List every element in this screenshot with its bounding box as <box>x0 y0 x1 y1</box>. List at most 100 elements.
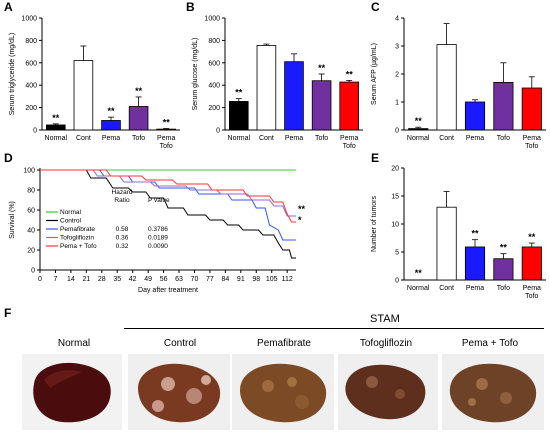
y-axis-label: Number of tumors <box>371 195 378 252</box>
y-tick-label: 0 <box>216 128 220 135</box>
y-tick-label: 20 <box>27 248 35 255</box>
photo-label-pemafibrate: Pemafibrate <box>257 338 311 349</box>
photo-label-pema-tofo: Pema + Tofo <box>461 338 519 349</box>
bar-4 <box>339 81 359 131</box>
legend-label: Control <box>60 218 82 225</box>
significance-mark: ** <box>528 232 536 242</box>
photo-label-tofogliflozin: Tofogliflozin <box>359 338 413 349</box>
y-tick-label: 0 <box>395 128 399 135</box>
category-label: Pema <box>523 285 541 292</box>
y-tick-label: 1 <box>395 100 399 107</box>
y-tick-label: 800 <box>25 38 37 45</box>
x-tick-label: 42 <box>129 276 137 283</box>
category-label: Tofo <box>497 135 510 142</box>
category-label: Normal <box>45 135 68 142</box>
p-value-header: P value <box>148 197 170 204</box>
p-value: 0.0189 <box>148 235 168 242</box>
category-label: Tofo <box>315 135 328 142</box>
legend-label: Normal <box>60 209 82 216</box>
x-tick-label: 0 <box>38 276 42 283</box>
category-label: Tofo <box>525 143 538 150</box>
chart-d-survival: 0 20 40 60 80 100 0 7 14 21 28 35 42 49 56 63 70 77 84 91 98… <box>9 168 306 295</box>
liver-photo-pema-tofo <box>442 354 544 430</box>
x-tick-label: 56 <box>160 276 168 283</box>
x-tick-label: 84 <box>221 276 229 283</box>
y-tick-label: 80 <box>27 188 35 195</box>
category-label: Pema <box>466 285 484 292</box>
panel-letter-b: B <box>186 0 195 14</box>
significance-mark: ** <box>235 88 243 98</box>
y-axis-label: Serum glucose (mg/dL) <box>192 38 199 111</box>
x-axis-label: Day after treatment <box>138 287 198 294</box>
chart-e-tumors: 0 5 10 15 20 Number of tumors ** Normal Cont ** Pe… <box>371 166 546 300</box>
y-tick-label: 200 <box>208 105 220 112</box>
y-tick-label: 100 <box>23 168 35 175</box>
x-tick-label: 105 <box>266 276 278 283</box>
bar-4 <box>521 87 542 131</box>
category-label: Pema <box>523 135 541 142</box>
significance-mark: ** <box>107 106 115 116</box>
y-tick-label: 0 <box>33 128 37 135</box>
category-label: Cont <box>439 135 454 142</box>
significance-mark: ** <box>500 243 508 253</box>
category-label: Pema <box>340 135 358 142</box>
significance-mark: ** <box>346 69 354 79</box>
y-tick-label: 15 <box>391 194 399 201</box>
significance-mark: ** <box>163 118 171 128</box>
category-label: Normal <box>407 285 430 292</box>
y-tick-label: 600 <box>208 60 220 67</box>
panel-letter-c: C <box>371 0 380 14</box>
bar-4 <box>156 128 176 131</box>
x-tick-label: 91 <box>237 276 245 283</box>
hazard-ratio-header: Hazard <box>112 189 133 196</box>
y-axis-label: Serum AFP (µg/mL) <box>371 43 378 105</box>
category-label: Tofo <box>343 143 356 150</box>
chart-b-glucose: 0 200 400 600 800 1000 Serum glucose (mg/dL) **… <box>192 16 363 150</box>
survival-line-control <box>40 169 296 259</box>
bar-2 <box>464 246 486 281</box>
bar-3 <box>128 106 149 131</box>
liver-photo-normal <box>22 354 122 430</box>
bar-3 <box>493 258 514 281</box>
y-tick-label: 0 <box>31 268 35 275</box>
category-label: Pema <box>157 135 175 142</box>
y-tick-label: 800 <box>208 38 220 45</box>
p-value: 0.3786 <box>148 226 168 233</box>
x-tick-label: 28 <box>98 276 106 283</box>
y-tick-label: 3 <box>395 44 399 51</box>
category-label: Pema <box>102 135 120 142</box>
y-tick-label: 2 <box>395 72 399 79</box>
x-tick-label: 49 <box>144 276 152 283</box>
category-label: Normal <box>407 135 430 142</box>
y-tick-label: 5 <box>395 250 399 257</box>
x-tick-label: 112 <box>282 276 293 283</box>
x-tick-label: 70 <box>191 276 199 283</box>
photo-label-control: Control <box>163 338 197 349</box>
liver-photo-tofogliflozin <box>338 354 438 430</box>
significance-mark: ** <box>415 268 423 278</box>
chart-a-triglyceride: 0 200 400 600 800 1000 Serum triglyceride (mg/… <box>9 16 180 150</box>
x-tick-label: 14 <box>67 276 75 283</box>
bar-0 <box>408 128 429 131</box>
x-tick-label: 7 <box>53 276 57 283</box>
category-label: Normal <box>228 135 251 142</box>
category-label: Tofo <box>132 135 145 142</box>
category-label: Cont <box>439 285 454 292</box>
significance-mark: ** <box>471 229 479 239</box>
significance-mark: ** <box>415 116 423 126</box>
legend-label: Tofogliflozin <box>60 235 94 242</box>
bar-1 <box>436 206 457 281</box>
liver-photo-pemafibrate <box>232 354 334 430</box>
panel-letter-a: A <box>4 0 13 14</box>
x-tick-label: 77 <box>206 276 214 283</box>
survival-line-pema-tofo <box>40 169 296 223</box>
legend-label: Pema + Tofo <box>60 243 97 250</box>
category-label: Tofo <box>497 285 510 292</box>
y-tick-label: 200 <box>25 105 37 112</box>
bar-0 <box>229 101 249 131</box>
y-tick-label: 400 <box>25 83 37 90</box>
bar-1 <box>256 45 277 131</box>
category-label: Tofo <box>525 293 538 300</box>
hazard-ratio-value: 0.32 <box>116 243 129 250</box>
